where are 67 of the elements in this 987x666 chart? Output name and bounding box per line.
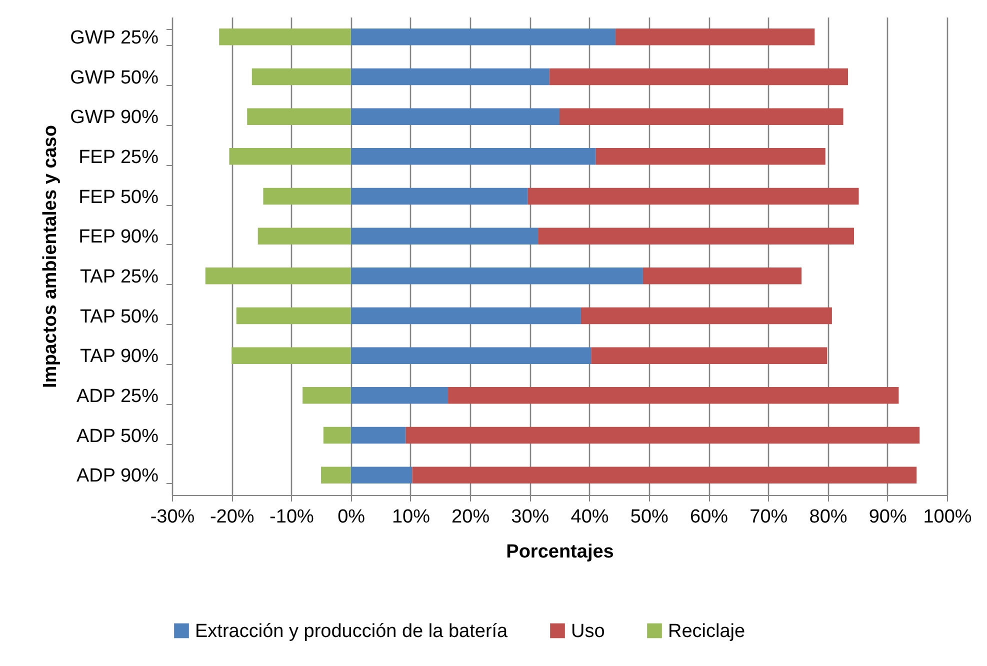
bar [350,268,643,284]
bar [350,387,448,404]
y-tick-label: ADP 25% [76,386,159,407]
x-tick-label: 100% [923,506,972,528]
bar [263,188,351,205]
bar [350,466,412,484]
bar [247,108,351,125]
y-tick-label: GWP 90% [70,107,159,128]
legend-label: Uso [571,620,605,642]
bar [591,347,828,364]
x-tick-label: 70% [750,506,788,528]
x-axis-title: Porcentajes [506,542,614,562]
y-tick-label: ADP 50% [76,426,159,447]
bar [350,228,538,244]
x-tick-label: -20% [210,506,254,528]
x-tick-label: -10% [270,506,314,528]
bar [350,188,528,205]
bar [321,466,351,484]
x-tick-label: -30% [150,506,195,528]
y-tick-label: GWP 25% [70,27,159,48]
x-tick-label: 10% [392,506,430,528]
bar [205,268,351,284]
bar [580,307,832,324]
bar [350,108,560,125]
y-tick-label: TAP 50% [80,306,159,328]
x-tick-label: 90% [868,506,908,528]
bar [528,188,859,205]
y-tick-label: TAP 25% [80,266,159,288]
y-tick-label: ADP 90% [76,466,159,487]
x-tick-label: 30% [511,506,550,528]
x-tick-label: 40% [570,506,609,528]
x-tick-label: 50% [630,506,669,528]
bar [350,68,550,86]
y-tick-label: GWP 50% [70,67,159,88]
bar [560,108,844,125]
bar [350,347,592,364]
bar [350,307,581,324]
bar [350,28,616,46]
x-tick-label: 0% [338,506,366,528]
bar [350,426,406,444]
bar [448,387,899,404]
bar [549,68,848,86]
bar [258,228,351,244]
bar [412,466,917,484]
bar [229,148,351,165]
bar [302,387,351,404]
bar [236,307,351,324]
y-tick-label: TAP 90% [80,346,159,368]
x-tick-label: 20% [452,506,490,528]
bar [323,426,351,444]
bar [538,228,854,244]
bar [232,347,351,364]
x-tick-label: 60% [690,506,728,528]
x-tick-label: 80% [809,506,848,528]
bar [219,28,351,46]
bar [596,148,826,165]
legend-label: Reciclaje [668,620,746,642]
bar [350,148,596,165]
y-tick-label: FEP 50% [78,186,159,208]
y-axis-title: Impactos ambientales y caso [40,125,61,388]
y-tick-label: FEP 90% [78,226,159,248]
bar [642,268,802,284]
bar [406,426,920,444]
bar [252,68,351,86]
legend-label: Extracción y producción de la batería [195,620,508,642]
y-tick-label: FEP 25% [78,146,159,168]
bar [616,28,815,46]
